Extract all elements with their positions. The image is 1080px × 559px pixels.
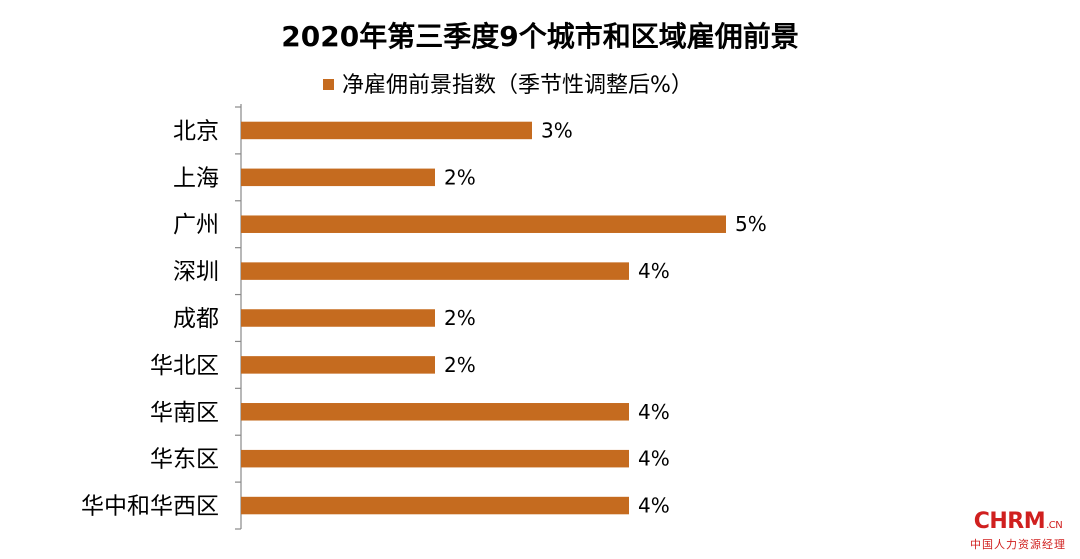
category-label: 成都 bbox=[173, 306, 219, 332]
logo-suffix: .CN bbox=[1046, 520, 1063, 531]
category-label: 华南区 bbox=[150, 400, 219, 426]
value-labels: 3% 2% 5% 4% 2% 2% 4% 4% 4% bbox=[444, 118, 767, 517]
category-label: 广州 bbox=[173, 212, 219, 238]
bar bbox=[241, 121, 532, 140]
category-label: 北京 bbox=[173, 118, 219, 144]
category-label: 华中和华西区 bbox=[81, 494, 219, 520]
category-label: 深圳 bbox=[173, 259, 219, 285]
value-label: 2% bbox=[444, 165, 476, 189]
legend-label: 净雇佣前景指数（季节性调整后%） bbox=[342, 73, 693, 98]
bar bbox=[241, 215, 726, 233]
value-label: 4% bbox=[638, 400, 670, 424]
bar bbox=[241, 496, 629, 515]
value-label: 4% bbox=[638, 447, 670, 471]
bar bbox=[241, 356, 435, 374]
category-label: 上海 bbox=[173, 165, 219, 191]
bar bbox=[241, 309, 435, 327]
bar bbox=[241, 262, 629, 280]
category-label: 华东区 bbox=[150, 447, 219, 473]
value-label: 2% bbox=[444, 306, 476, 330]
value-label: 4% bbox=[638, 494, 670, 518]
bars bbox=[241, 121, 726, 515]
value-label: 5% bbox=[735, 212, 767, 236]
y-axis-ticks bbox=[235, 106, 241, 530]
value-label: 3% bbox=[541, 118, 573, 142]
bar bbox=[241, 403, 629, 421]
chrm-logo: CHRM.CN 中国人力资源经理 bbox=[970, 509, 1066, 552]
value-label: 4% bbox=[638, 259, 670, 283]
category-label: 华北区 bbox=[150, 353, 219, 379]
bar bbox=[241, 168, 435, 187]
value-label: 2% bbox=[444, 353, 476, 377]
bar bbox=[241, 449, 629, 468]
logo-tagline: 中国人力资源经理 bbox=[970, 538, 1066, 551]
logo-brand: CHRM bbox=[973, 509, 1046, 534]
legend-swatch bbox=[323, 79, 334, 90]
chart-title: 2020年第三季度9个城市和区域雇佣前景 bbox=[281, 20, 798, 53]
